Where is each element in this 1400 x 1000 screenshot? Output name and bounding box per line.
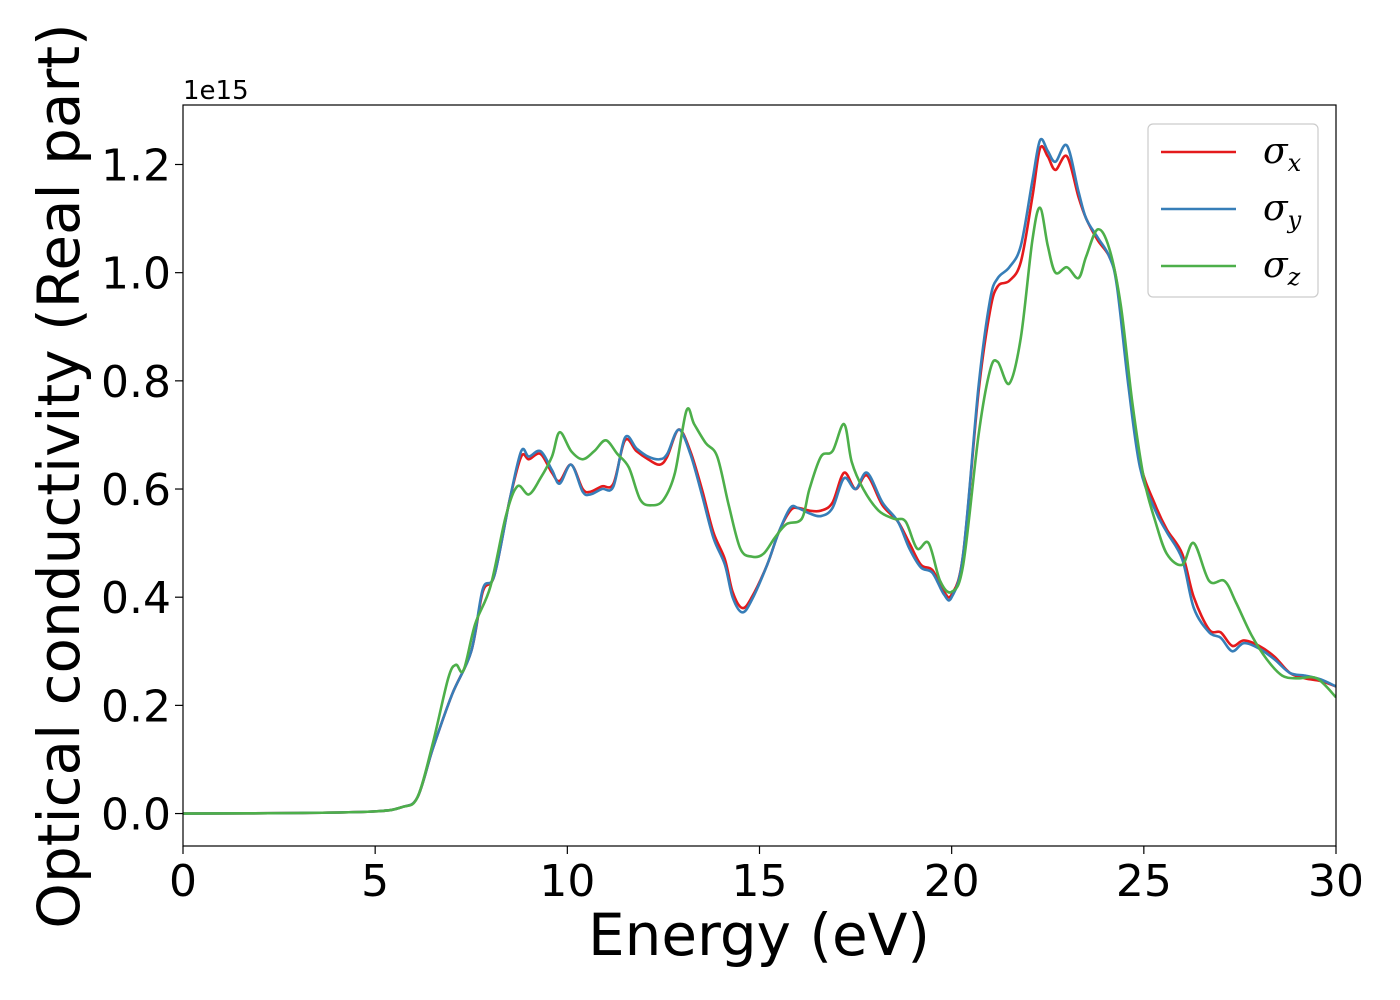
legend-label-z: σz bbox=[1263, 245, 1301, 291]
x-tick-label: 25 bbox=[1116, 856, 1172, 907]
x-tick-label: 10 bbox=[539, 856, 595, 907]
y-axis-ticks: 0.0 0.2 0.4 0.6 0.8 1.0 1.2 bbox=[101, 140, 183, 841]
y-tick-label: 0.8 bbox=[101, 357, 171, 408]
y-axis-label: Optical conductivity (Real part) bbox=[25, 23, 93, 928]
y-tick-label: 0.2 bbox=[101, 681, 171, 732]
y-axis-offset-label: 1e15 bbox=[183, 76, 249, 106]
x-tick-label: 30 bbox=[1308, 856, 1364, 907]
series-line-y bbox=[183, 137, 1336, 815]
x-tick-label: 5 bbox=[361, 856, 389, 907]
series-line-z bbox=[183, 206, 1336, 815]
y-tick-label: 0.6 bbox=[101, 465, 171, 516]
x-tick-label: 0 bbox=[169, 856, 197, 907]
x-tick-label: 20 bbox=[924, 856, 980, 907]
y-tick-label: 1.0 bbox=[101, 249, 171, 300]
legend-box bbox=[1147, 123, 1319, 298]
x-tick-label: 15 bbox=[732, 856, 788, 907]
x-axis-ticks: 0 5 10 15 20 25 30 bbox=[169, 846, 1364, 907]
series-layer bbox=[183, 137, 1336, 815]
y-tick-label: 0.0 bbox=[101, 790, 171, 841]
y-tick-label: 0.4 bbox=[101, 573, 171, 624]
x-axis-label: Energy (eV) bbox=[588, 901, 930, 969]
y-tick-label: 1.2 bbox=[101, 140, 171, 191]
